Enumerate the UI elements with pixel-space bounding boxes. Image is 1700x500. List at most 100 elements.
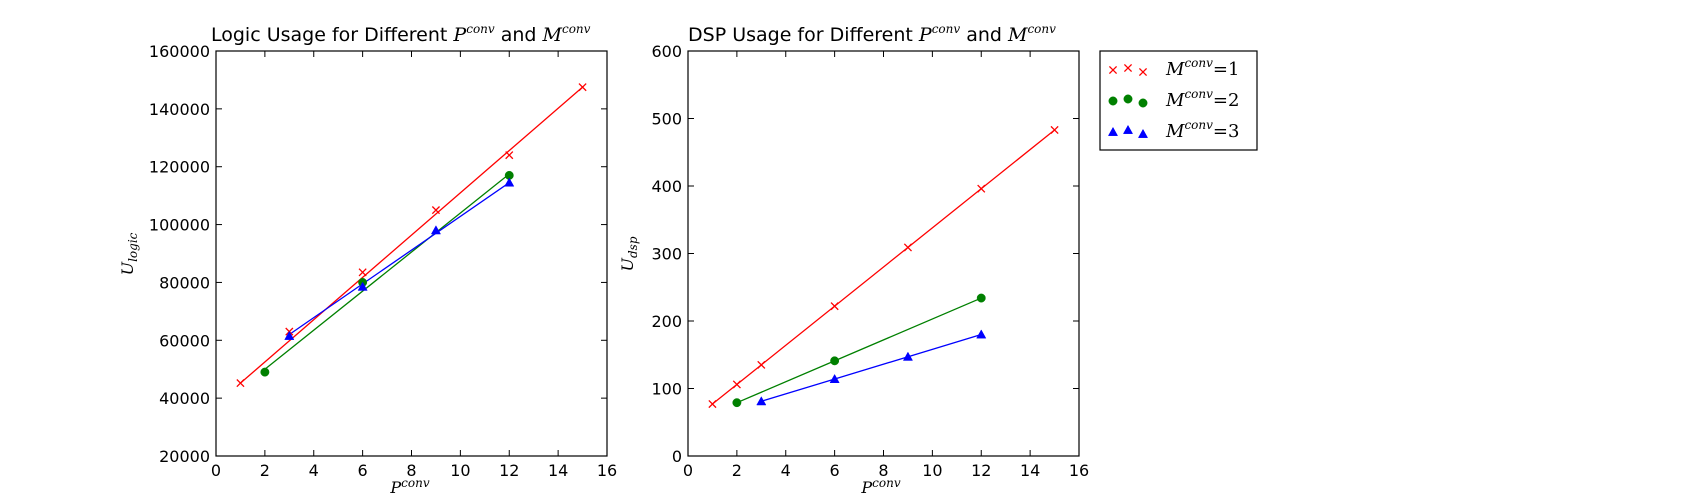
- dsp-series-1-point-1: [732, 380, 741, 389]
- dsp-xtick-label-4: 8: [878, 461, 888, 480]
- dsp-series-1-point-0: [708, 399, 717, 409]
- logic-series-1-point-0-stroke-b: [236, 379, 245, 388]
- logic-series-1-point-0: [236, 379, 245, 388]
- logic-xtick-label-6: 12: [499, 461, 519, 480]
- legend-marker-1-1-stroke-b: [1123, 63, 1133, 73]
- logic-ytick-label-6: 140000: [149, 100, 210, 119]
- dsp-xtick-label-5: 10: [922, 461, 942, 480]
- dsp-series-1-point-0-stroke-b: [708, 399, 717, 409]
- dsp-series-2-point-1: [830, 356, 840, 366]
- dsp-xtick-label-7: 14: [1020, 461, 1040, 480]
- logic-xtick-label-5: 10: [450, 461, 470, 480]
- logic-ytick-label-4: 100000: [149, 216, 210, 235]
- dsp-series-1-point-6-stroke-b: [1050, 125, 1059, 135]
- legend-marker-3-0: [1107, 126, 1119, 136]
- dsp-xtick-label-1: 2: [732, 461, 742, 480]
- legend-label-3: Mconv=3: [1165, 118, 1239, 142]
- logic-xtick-label-2: 4: [309, 461, 319, 480]
- legend-marker-1-0: [1108, 65, 1118, 75]
- logic-series-2-line: [264, 173, 510, 370]
- dsp-series-1-point-2: [757, 360, 766, 369]
- dsp-usage-chart: DSP Usage for Different Pconv and Mconv …: [618, 22, 1089, 497]
- logic-usage-chart: Logic Usage for Different Pconv and Mcon…: [118, 22, 617, 497]
- dsp-series-3-point-3: [976, 329, 987, 339]
- logic-series-1-point-5-stroke-b: [578, 83, 587, 92]
- dsp-series-3-point-0: [756, 396, 767, 406]
- logic-series-1-point-2: [358, 268, 367, 277]
- logic-ytick-label-2: 60000: [159, 331, 210, 350]
- logic-xtick-label-3: 6: [358, 461, 368, 480]
- logic-plot-area: [215, 50, 608, 457]
- dsp-series-1-point-4-stroke-b: [903, 243, 912, 252]
- dsp-series-1-point-3: [830, 302, 839, 311]
- legend-marker-1-2-stroke-b: [1138, 67, 1148, 77]
- dsp-chart-ylabel: Udsp: [618, 236, 640, 271]
- dsp-series-3-point-1: [829, 373, 840, 383]
- dsp-plot-area: [687, 50, 1080, 457]
- dsp-xtick-label-3: 6: [830, 461, 840, 480]
- dsp-series-3-point-2: [902, 351, 913, 361]
- logic-series-3-line: [288, 182, 510, 336]
- legend: Mconv=1 Mconv=2 Mconv=3: [1099, 50, 1258, 151]
- dsp-series-1-point-5-stroke-b: [977, 184, 986, 193]
- logic-series-3-point-3: [504, 177, 515, 187]
- legend-marker-1-2: [1138, 67, 1148, 77]
- logic-chart-ylabel: Ulogic: [118, 232, 140, 275]
- dsp-ytick-label-5: 500: [651, 110, 682, 129]
- logic-xtick-label-4: 8: [406, 461, 416, 480]
- dsp-series-1-point-5: [977, 184, 986, 193]
- dsp-series-1-point-4: [903, 243, 912, 252]
- logic-series-1-point-5: [578, 83, 587, 92]
- logic-xtick-label-7: 14: [548, 461, 568, 480]
- legend-label-1: Mconv=1: [1165, 56, 1239, 80]
- dsp-ytick-label-6: 600: [651, 42, 682, 61]
- logic-ytick-label-7: 160000: [149, 42, 210, 61]
- dsp-series-2-point-0: [732, 398, 742, 408]
- legend-marker-1-0-stroke-b: [1108, 65, 1118, 75]
- dsp-series-1-point-2-stroke-b: [757, 360, 766, 369]
- dsp-xtick-label-8: 16: [1069, 461, 1089, 480]
- legend-label-2: Mconv=2: [1165, 87, 1239, 111]
- dsp-ytick-label-4: 400: [651, 177, 682, 196]
- logic-ytick-label-3: 80000: [159, 273, 210, 292]
- logic-series-3-point-0: [284, 330, 295, 340]
- logic-series-1-point-4-stroke-b: [505, 151, 514, 160]
- logic-series-1-line: [240, 86, 583, 384]
- logic-series-1-point-4: [505, 151, 514, 160]
- dsp-series-1-point-6: [1050, 125, 1059, 135]
- dsp-series-1-line: [712, 129, 1055, 405]
- logic-ytick-label-1: 40000: [159, 389, 210, 408]
- legend-marker-2-0: [1108, 96, 1118, 106]
- legend-marker-2-2: [1138, 98, 1148, 108]
- logic-series-2-point-0: [260, 367, 270, 377]
- dsp-ytick-label-1: 100: [651, 380, 682, 399]
- logic-chart-xlabel: Pconv: [389, 476, 429, 497]
- legend-marker-3-1: [1122, 124, 1134, 134]
- logic-chart-title: Logic Usage for Different Pconv and Mcon…: [211, 22, 591, 46]
- legend-marker-2-1: [1123, 94, 1133, 104]
- dsp-xtick-label-0: 0: [683, 461, 693, 480]
- dsp-series-2-point-2: [976, 293, 986, 303]
- dsp-ytick-label-0: 0: [672, 447, 682, 466]
- legend-marker-1-1: [1123, 63, 1133, 73]
- dsp-chart-xlabel: Pconv: [860, 476, 900, 497]
- dsp-series-1-point-3-stroke-b: [830, 302, 839, 311]
- logic-ytick-label-0: 20000: [159, 447, 210, 466]
- dsp-series-3-line: [761, 333, 982, 402]
- logic-series-3-point-1: [357, 281, 368, 291]
- logic-series-3-point-2: [430, 225, 441, 235]
- logic-ytick-label-5: 120000: [149, 158, 210, 177]
- legend-marker-3-2: [1137, 128, 1149, 138]
- dsp-xtick-label-2: 4: [781, 461, 791, 480]
- dsp-xtick-label-6: 12: [971, 461, 991, 480]
- dsp-ytick-label-3: 300: [651, 245, 682, 264]
- logic-xtick-label-0: 0: [211, 461, 221, 480]
- dsp-ytick-label-2: 200: [651, 312, 682, 331]
- dsp-series-1-point-1-stroke-b: [732, 380, 741, 389]
- logic-series-1-point-3-stroke-b: [431, 206, 440, 215]
- logic-series-1-point-2-stroke-b: [358, 268, 367, 277]
- dsp-series-2-line: [736, 297, 982, 404]
- dsp-chart-title: DSP Usage for Different Pconv and Mconv: [688, 22, 1056, 46]
